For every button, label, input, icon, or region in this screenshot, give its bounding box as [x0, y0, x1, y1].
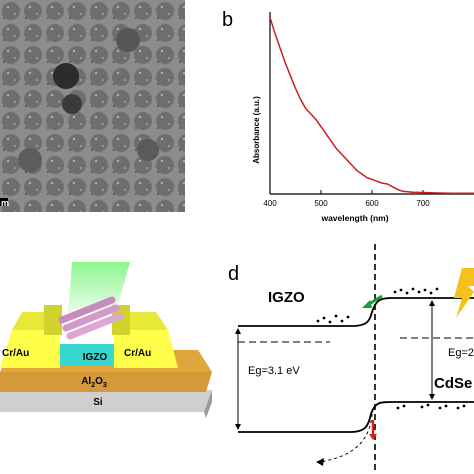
tem-image [0, 0, 185, 212]
electron-dot [328, 320, 332, 324]
scale-bar [0, 198, 8, 206]
label-eg-cdse: Eg=2 [448, 347, 474, 359]
hole-dot [444, 404, 448, 408]
chart-x-tick-label: 500 [314, 199, 328, 208]
cr-au-electrode-right [114, 330, 178, 368]
chart-x-tick-label: 400 [263, 199, 277, 208]
electron-dot [322, 316, 326, 320]
panel-letter-d: d [228, 263, 239, 285]
label-cr-au-right: Cr/Au [124, 348, 151, 359]
panel-d: d IGZO CdSe Eg=3.1 eV Eg=2 [228, 244, 474, 474]
scale-bar-label: m [1, 198, 9, 208]
tem-particle [116, 28, 140, 52]
hole-dot [426, 403, 430, 407]
tem-particle [137, 139, 159, 161]
si-layer [0, 390, 212, 412]
si-layer-side [204, 390, 212, 418]
label-cr-au-left: Cr/Au [2, 348, 29, 359]
electron-dot [393, 290, 397, 294]
panel-b: b Absorbance (a.u.) wavelength (nm) 400 5… [222, 9, 474, 223]
electron-dot [405, 291, 409, 295]
tem-dark-particle [62, 94, 82, 114]
panel-c: Cr/Au Cr/Au IGZO Al2O3 Si [0, 262, 212, 418]
electron-dots [316, 287, 439, 324]
label-igzo-band: IGZO [268, 289, 305, 306]
electron-dot [316, 319, 320, 323]
hole-dot [438, 406, 442, 410]
conduction-band [238, 297, 474, 327]
hole-dot [402, 404, 406, 408]
hole-dot [456, 406, 460, 410]
hole-path-arrowhead [316, 458, 324, 466]
arrow-head [235, 328, 241, 334]
valence-band [238, 401, 474, 433]
hole-path [319, 413, 373, 463]
electron-transfer-arrowhead [362, 300, 372, 308]
nanowire [62, 304, 120, 332]
panel-letter-b: b [222, 9, 233, 31]
electron-dot [346, 315, 350, 319]
hole-dot [420, 405, 424, 409]
lightning-icon [454, 268, 474, 318]
hole-dot [396, 406, 400, 410]
arrow-head [235, 424, 241, 430]
nanowire [58, 296, 116, 324]
tem-particle [18, 148, 42, 172]
electron-dot [399, 288, 403, 292]
label-al2o3: Al2O3 [81, 376, 107, 389]
electron-dot [334, 314, 338, 318]
chart-x-tick-label: 700 [416, 199, 430, 208]
electron-dot [417, 290, 421, 294]
hole-dots [396, 403, 466, 410]
label-igzo-device: IGZO [83, 352, 108, 363]
label-si: Si [93, 397, 103, 408]
tem-dark-particle [53, 63, 79, 89]
nanowire [66, 312, 124, 340]
chart-plot-area: 400 500 600 700 [263, 12, 474, 208]
chart-series-line [269, 17, 474, 195]
panel-a: m [0, 0, 185, 212]
electron-dot [429, 291, 433, 295]
arrow-head [429, 394, 435, 400]
hole-dot [462, 404, 466, 408]
al2o3-layer [0, 372, 212, 392]
label-cdse: CdSe [434, 375, 472, 392]
chart-ylabel: Absorbance (a.u.) [252, 96, 261, 164]
electron-dot [435, 287, 439, 291]
cr-au-left-ridge [44, 305, 62, 335]
cr-au-electrode-left [0, 330, 60, 368]
cr-au-right-ridge [112, 305, 130, 335]
electron-dot [340, 319, 344, 323]
arrow-head [429, 300, 435, 306]
hole-transfer-arrowhead [369, 434, 377, 440]
label-eg-igzo: Eg=3.1 eV [248, 365, 300, 377]
chart-xlabel: wavelength (nm) [320, 213, 388, 223]
chart-x-tick-label: 600 [365, 199, 379, 208]
electron-dot [423, 288, 427, 292]
electron-dot [411, 287, 415, 291]
